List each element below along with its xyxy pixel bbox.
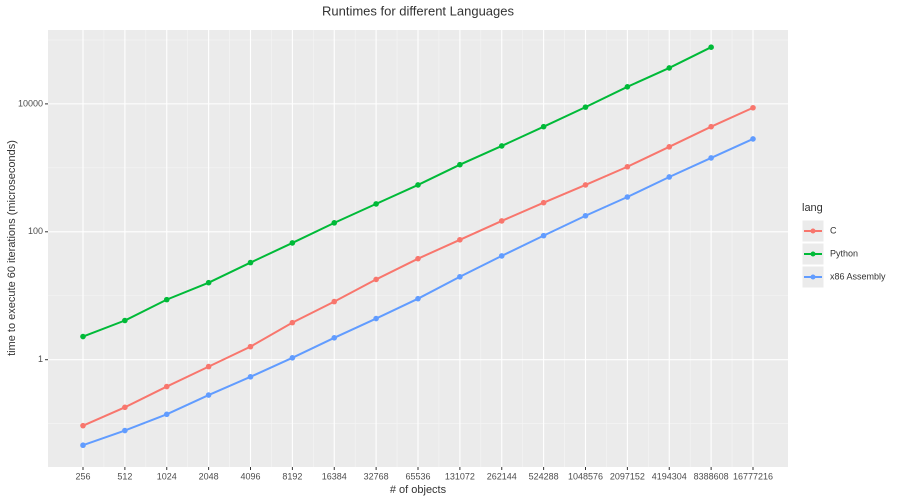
data-point	[750, 136, 756, 142]
data-point	[373, 201, 379, 207]
data-point	[666, 144, 673, 150]
data-point	[708, 44, 714, 50]
y-tick-label: 10000	[18, 98, 43, 108]
data-point	[122, 427, 128, 434]
x-tick-label: 131072	[445, 471, 475, 481]
data-point	[624, 194, 631, 200]
x-tick-label: 8192	[282, 471, 302, 481]
x-tick-label: 1048576	[568, 471, 603, 481]
data-point	[205, 392, 212, 398]
data-point	[163, 383, 170, 390]
data-point	[289, 319, 296, 326]
x-tick-label: 2097152	[610, 471, 645, 481]
data-point	[457, 236, 463, 243]
data-point	[582, 212, 589, 219]
data-point	[289, 240, 296, 246]
x-tick-label: 16777216	[733, 471, 773, 481]
data-point	[247, 374, 254, 380]
legend: lang C Python x86 Assembly	[801, 202, 886, 289]
data-point	[708, 155, 714, 161]
chart-title: Runtimes for different Languages	[322, 3, 514, 18]
data-point	[122, 317, 128, 324]
x-tick-label: 2048	[199, 471, 219, 481]
data-point	[624, 84, 631, 90]
marks	[80, 44, 756, 449]
x-tick-label: 4194304	[652, 471, 687, 481]
data-point	[498, 218, 505, 224]
data-point	[457, 273, 463, 280]
data-point	[540, 232, 547, 239]
data-point	[205, 279, 212, 286]
data-point	[498, 253, 505, 259]
data-point	[415, 182, 421, 188]
legend-dot	[810, 274, 816, 280]
legend-label: C	[830, 225, 837, 235]
legend-dot	[810, 251, 816, 257]
data-point	[331, 298, 338, 305]
x-tick-label: 16384	[322, 471, 347, 481]
data-point	[331, 220, 338, 226]
data-point	[666, 174, 673, 180]
data-point	[205, 363, 212, 370]
data-point	[750, 104, 756, 111]
legend-label: x86 Assembly	[830, 271, 886, 281]
x-tick-label: 32768	[364, 471, 389, 481]
series-line	[82, 46, 712, 338]
data-point	[373, 276, 379, 283]
y-tick-label: 100	[28, 226, 43, 236]
data-point	[80, 442, 86, 449]
x-tick-label: 8388608	[694, 471, 729, 481]
y-tick-label: 1	[38, 354, 43, 364]
data-point	[582, 182, 589, 188]
data-point	[163, 296, 170, 303]
data-point	[331, 335, 338, 341]
data-point	[80, 333, 86, 340]
data-point	[708, 123, 714, 130]
x-tick-label: 524288	[529, 471, 559, 481]
data-point	[666, 65, 673, 71]
y-axis-label: time to execute 60 iterations (microseco…	[6, 140, 18, 356]
x-tick-label: 512	[117, 471, 132, 481]
data-point	[415, 295, 421, 302]
data-point	[373, 315, 379, 322]
x-axis-label: # of objects	[390, 484, 447, 496]
data-point	[247, 343, 254, 350]
legend-title: lang	[802, 202, 823, 214]
data-point	[540, 199, 547, 206]
data-point	[624, 163, 631, 170]
data-point	[415, 255, 421, 262]
x-tick-label: 262144	[487, 471, 517, 481]
legend-dot	[810, 228, 816, 234]
x-tick-label: 1024	[157, 471, 177, 481]
data-point	[247, 259, 254, 266]
data-point	[498, 143, 505, 149]
data-point	[163, 411, 170, 418]
data-point	[289, 355, 296, 361]
data-point	[80, 422, 86, 429]
data-point	[582, 104, 589, 110]
x-tick-label: 256	[75, 471, 90, 481]
x-tick-label: 65536	[405, 471, 430, 481]
x-tick-label: 4096	[240, 471, 260, 481]
data-point	[540, 123, 547, 130]
legend-label: Python	[830, 248, 858, 258]
data-point	[457, 161, 463, 168]
data-point	[122, 404, 128, 411]
